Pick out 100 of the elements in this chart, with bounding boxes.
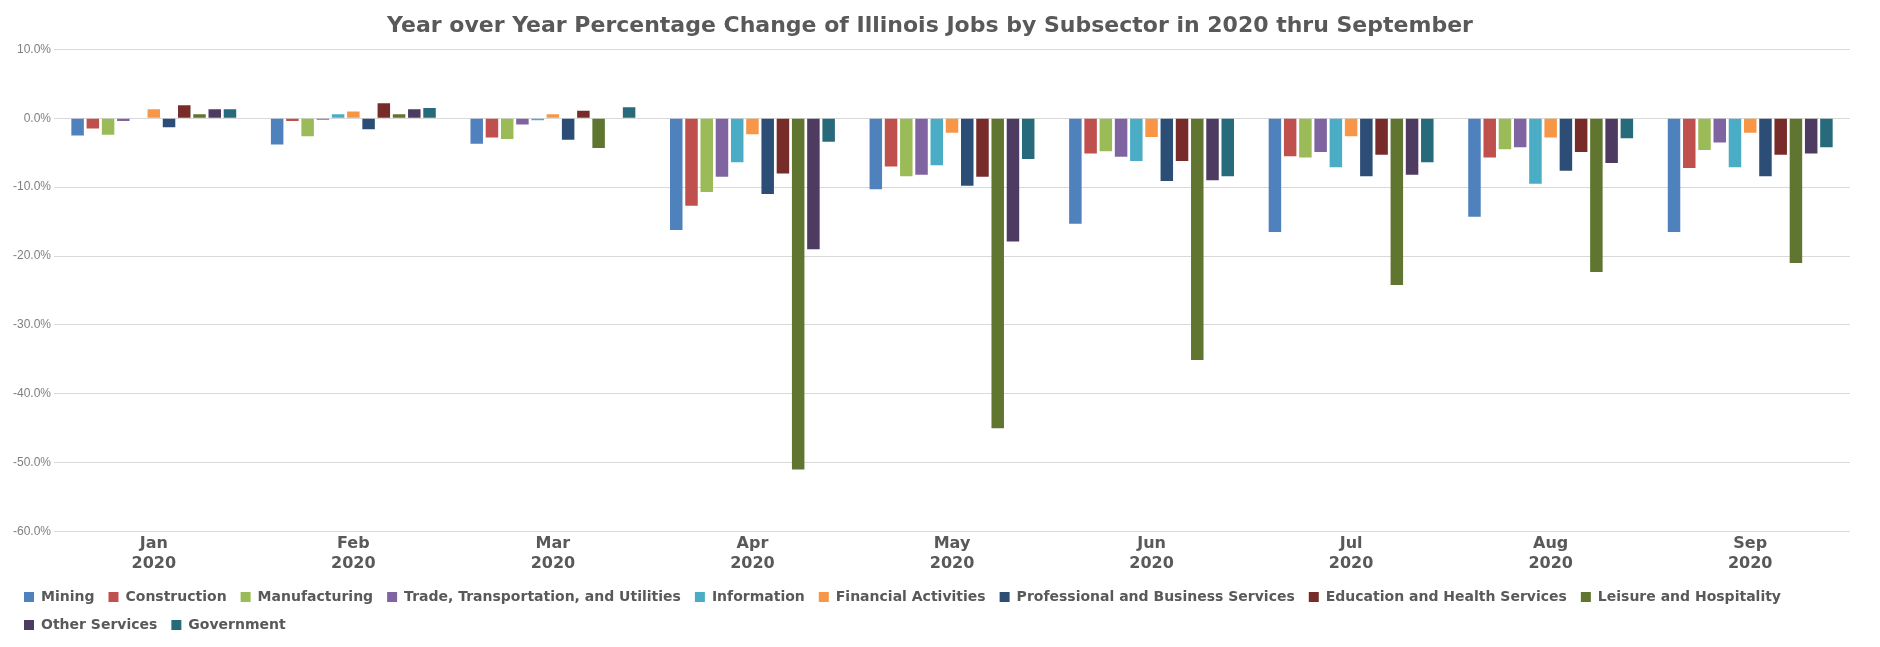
- x-tick-label: Jul 2020: [1328, 533, 1374, 572]
- bar: [1498, 118, 1512, 150]
- bar: [331, 114, 345, 118]
- bar: [1405, 118, 1419, 175]
- bar: [622, 107, 636, 118]
- bar: [1820, 118, 1833, 148]
- bar: [1360, 118, 1373, 177]
- bar: [1605, 118, 1618, 164]
- y-tick-label: -40.0%: [12, 386, 52, 401]
- bar: [408, 109, 421, 118]
- bar: [1191, 118, 1204, 361]
- chart-title: Year over Year Percentage Change of Illinois Jobs by Subsector in 2020 thru September: [386, 11, 1474, 37]
- bar: [1375, 118, 1388, 155]
- bar: [577, 110, 590, 118]
- y-tick-label: -30.0%: [12, 317, 52, 332]
- legend-label: Leisure and Hospitality: [1597, 587, 1782, 604]
- bar: [1513, 118, 1527, 148]
- bar: [1559, 118, 1573, 171]
- bar: [746, 118, 759, 135]
- bar: [822, 118, 835, 142]
- bar: [1268, 118, 1282, 232]
- y-tick-label: -20.0%: [12, 248, 52, 263]
- x-tick-label: Aug 2020: [1528, 533, 1573, 572]
- bar: [301, 118, 314, 137]
- bar: [1529, 118, 1542, 184]
- bar: [945, 118, 959, 133]
- x-tick-label: Feb 2020: [331, 533, 376, 572]
- bar: [1145, 118, 1158, 137]
- bar: [1130, 118, 1143, 161]
- bar: [592, 118, 605, 148]
- bar: [685, 118, 698, 206]
- bar: [377, 103, 391, 118]
- bar: [470, 118, 483, 144]
- bar: [1006, 118, 1020, 242]
- bar: [1329, 118, 1343, 168]
- bar: [884, 118, 898, 167]
- legend-label: Information: [711, 587, 805, 604]
- bar: [930, 118, 944, 166]
- legend-label: Government: [188, 615, 287, 632]
- bar: [208, 109, 221, 118]
- x-tick-label: Jun 2020: [1129, 533, 1174, 572]
- bar: [1620, 118, 1634, 139]
- bar: [347, 111, 360, 118]
- bar: [776, 118, 790, 174]
- bar: [1021, 118, 1035, 159]
- bar: [961, 118, 974, 186]
- legend-label: Other Services: [41, 615, 158, 632]
- legend-label: Construction: [125, 587, 227, 604]
- bar: [976, 118, 989, 177]
- bar: [193, 114, 206, 118]
- bar: [1099, 118, 1113, 152]
- bar: [1160, 118, 1174, 181]
- bar: [1683, 118, 1696, 168]
- bar: [1344, 118, 1358, 137]
- bar: [869, 118, 883, 190]
- bar: [1390, 118, 1404, 285]
- bar: [1299, 118, 1312, 158]
- bar: [1667, 118, 1681, 232]
- bar: [423, 107, 436, 118]
- bar: [500, 118, 514, 139]
- bar: [286, 118, 299, 122]
- y-tick-label: 10.0%: [16, 41, 52, 56]
- bar: [1421, 118, 1434, 163]
- bar: [86, 118, 100, 129]
- bar: [900, 118, 913, 177]
- y-tick-label: -50.0%: [12, 455, 52, 470]
- x-tick-label: Jan 2020: [131, 533, 177, 572]
- bar: [1069, 118, 1082, 224]
- legend-label: Education and Health Services: [1325, 587, 1567, 604]
- bar: [1221, 118, 1235, 177]
- bar: [485, 118, 499, 138]
- bar: [915, 118, 928, 175]
- bar: [1175, 118, 1189, 161]
- legend-label: Mining: [41, 587, 95, 604]
- y-tick-label: -60.0%: [12, 523, 52, 538]
- bar: [1483, 118, 1496, 158]
- bar: [561, 118, 575, 140]
- bar: [71, 118, 84, 136]
- bar: [1774, 118, 1787, 155]
- x-tick-label: May 2020: [929, 533, 975, 572]
- bar: [223, 109, 237, 118]
- bar: [1468, 118, 1481, 217]
- y-tick-label: -10.0%: [12, 179, 52, 194]
- bar: [117, 118, 130, 122]
- x-tick-label: Sep 2020: [1727, 533, 1773, 572]
- bar: [516, 118, 529, 125]
- bar: [1283, 118, 1297, 157]
- bar: [1574, 118, 1588, 153]
- bar: [1804, 118, 1818, 154]
- bar: [1114, 118, 1128, 157]
- bar: [991, 118, 1004, 429]
- y-tick-label: 0.0%: [23, 110, 52, 125]
- x-tick-label: Apr 2020: [730, 533, 775, 572]
- legend-label: Financial Activities: [835, 587, 986, 604]
- legend-label: Professional and Business Services: [1016, 587, 1295, 604]
- bar: [1713, 118, 1726, 143]
- bar: [791, 118, 805, 470]
- legend-label: Manufacturing: [257, 587, 374, 604]
- bar: [730, 118, 744, 163]
- bar: [700, 118, 713, 192]
